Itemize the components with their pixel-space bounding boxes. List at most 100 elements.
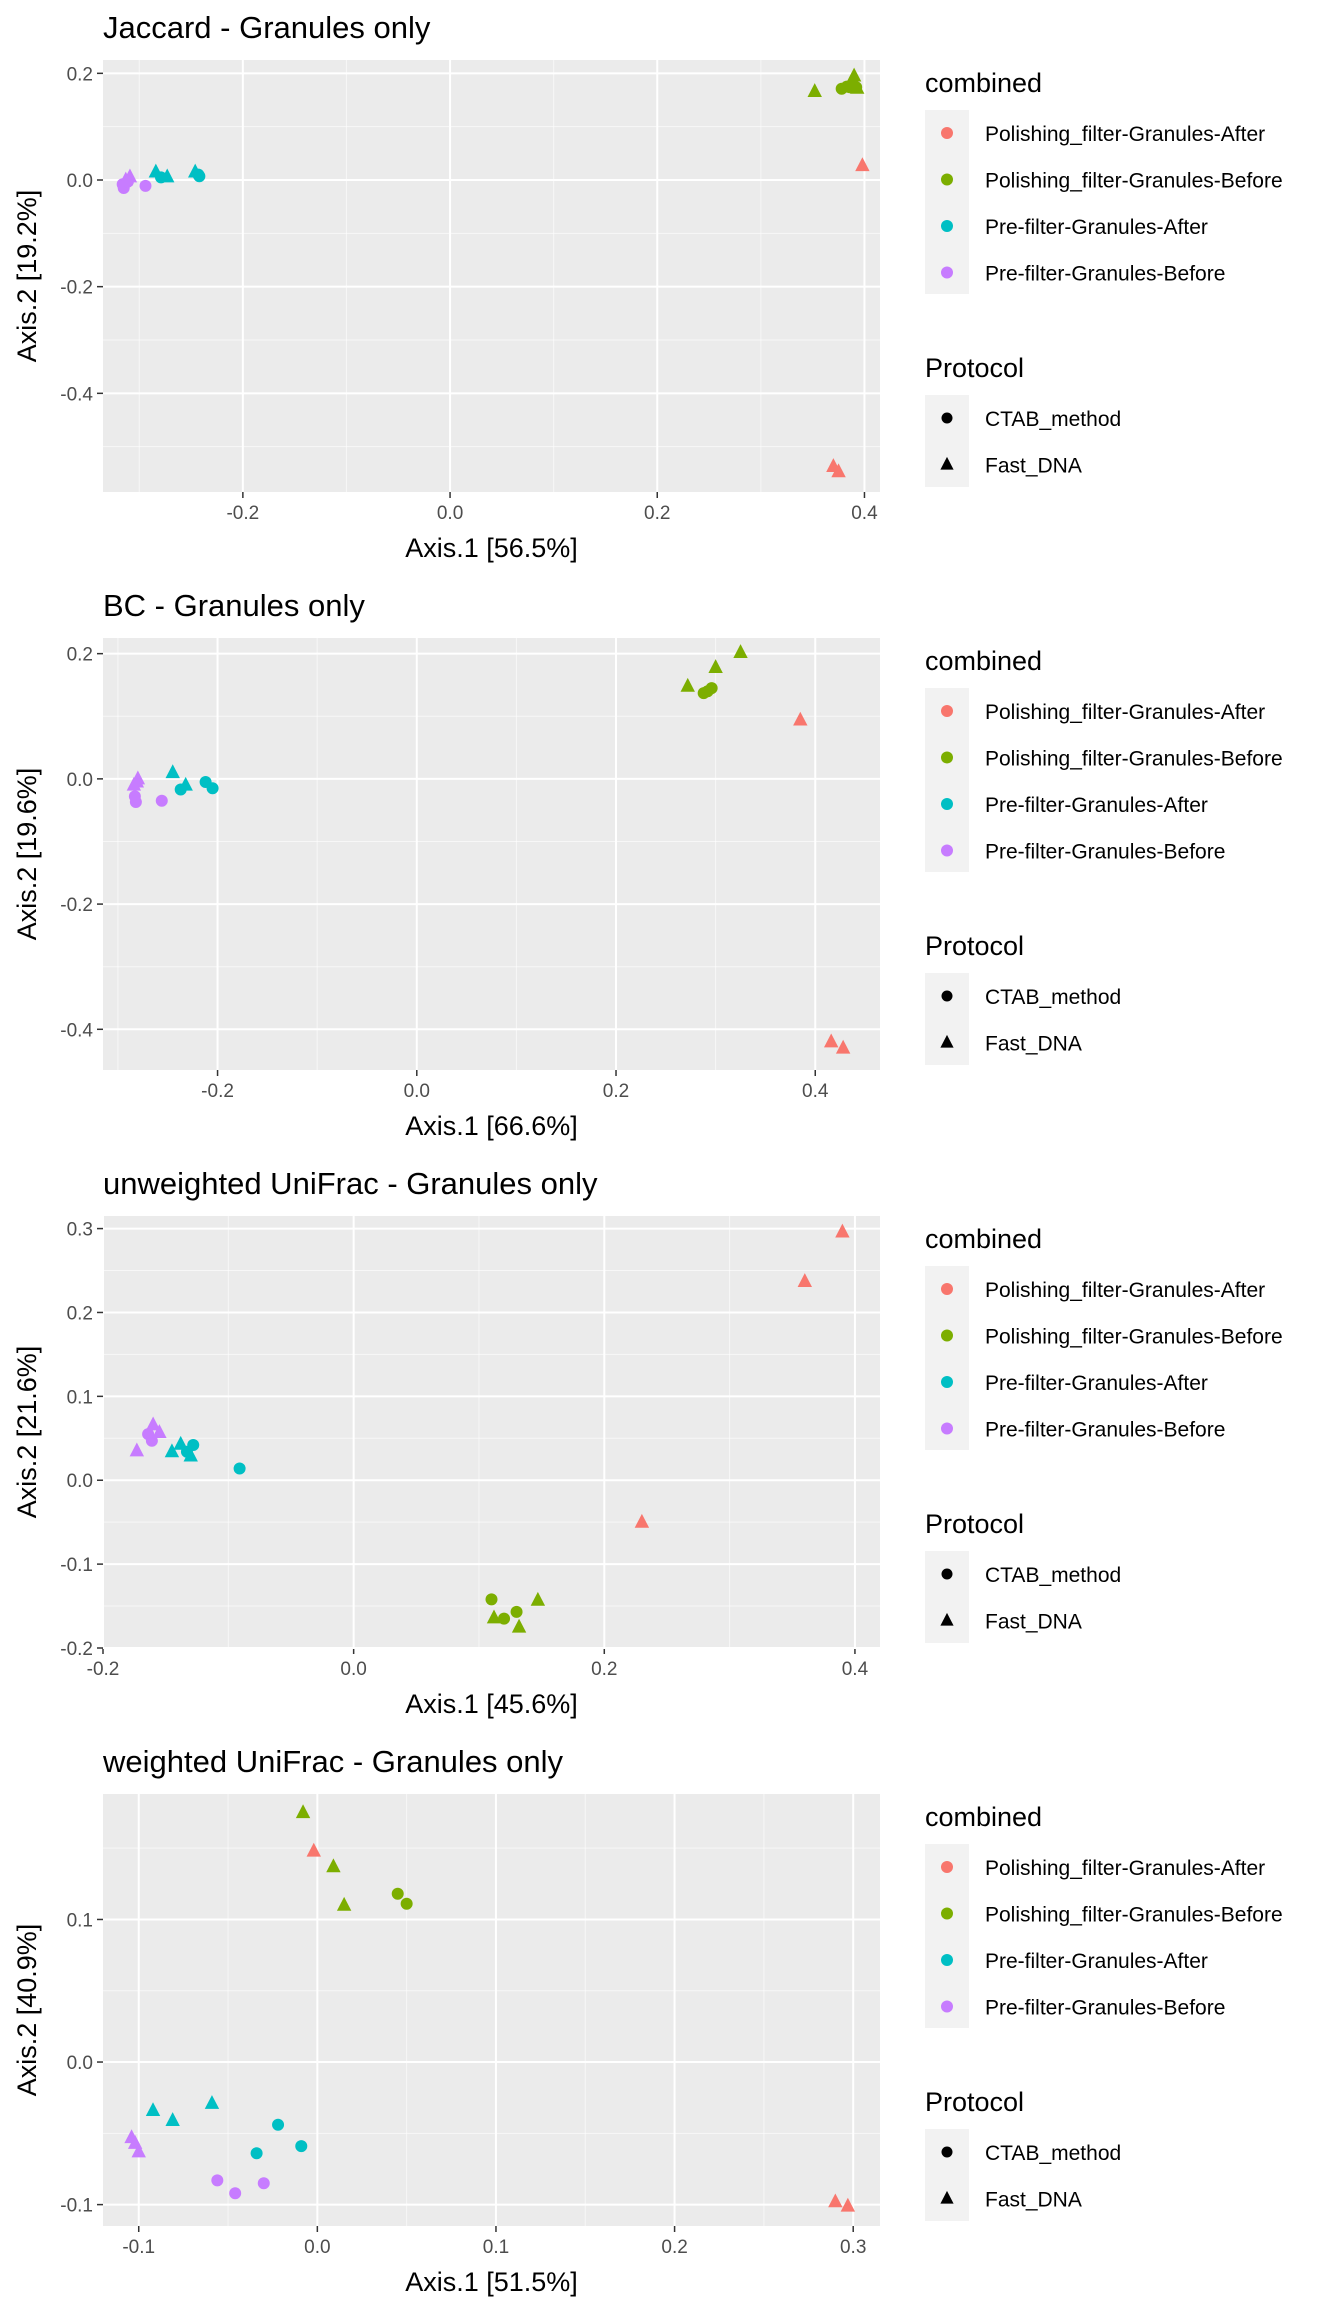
x-tick-label: 0.3 [840, 2237, 866, 2258]
legend-key-background [925, 1551, 969, 1643]
legend-label: CTAB_method [985, 2142, 1121, 2165]
y-tick-label: -0.1 [60, 2196, 93, 2217]
data-point-circle [193, 170, 206, 183]
data-point-triangle [130, 770, 146, 785]
y-axis-title: Axis.2 [19.6%] [12, 768, 42, 941]
data-point-triangle [835, 1223, 850, 1238]
y-tick-label: -0.4 [60, 1020, 93, 1041]
data-point-circle [705, 682, 718, 695]
x-tick-label: -0.1 [122, 2237, 155, 2258]
data-point-circle [257, 2177, 270, 2190]
y-tick-label: -0.1 [60, 1555, 93, 1576]
data-point-triangle [840, 2197, 856, 2212]
x-tick-label: 0.2 [661, 2237, 687, 2258]
data-point-circle [295, 2140, 308, 2153]
data-point-triangle [823, 1033, 839, 1048]
data-point-triangle [145, 2102, 161, 2117]
legend-key-color [941, 798, 953, 810]
legend-label: Pre-filter-Granules-After [985, 216, 1208, 239]
data-point-triangle [129, 1442, 145, 1457]
legend-label: Fast_DNA [985, 1033, 1082, 1056]
plot-3: unweighted UniFrac - Granules only -0.2 0.… [12, 1166, 1283, 1719]
legend-title-protocol: Protocol [925, 931, 1024, 961]
legend-key-shape [940, 1034, 954, 1048]
legend-label: Pre-filter-Granules-After [985, 1950, 1208, 1973]
data-point-circle [400, 1897, 413, 1910]
x-axis-title: Axis.1 [51.5%] [405, 2267, 578, 2297]
data-point-triangle [165, 2112, 180, 2127]
x-axis-title: Axis.1 [56.5%] [405, 533, 578, 563]
legend-key-color [941, 1907, 953, 1920]
data-point-triangle [850, 79, 865, 94]
x-tick-label: 0.1 [483, 2237, 509, 2258]
data-point-triangle [173, 1435, 188, 1450]
x-tick-label: 0.0 [404, 1081, 430, 1102]
legend-key-shape [941, 1568, 953, 1580]
legend-label: CTAB_method [985, 986, 1121, 1009]
x-tick-label: -0.2 [87, 1659, 120, 1680]
legend-label: Fast_DNA [985, 1611, 1082, 1634]
plot-panel [103, 1216, 880, 1648]
legend-key-color [941, 1329, 953, 1342]
x-tick-label: 0.2 [591, 1659, 617, 1680]
legend-label: Fast_DNA [985, 2189, 1082, 2212]
legend-key-shape [940, 2190, 954, 2204]
data-point-circle [233, 1462, 246, 1475]
legend-key-color [941, 173, 953, 186]
data-point-triangle [306, 1842, 321, 1857]
x-tick-label: 0.4 [802, 1081, 829, 1102]
plot-panel [103, 60, 880, 492]
data-point-triangle [831, 463, 846, 478]
legend-title-combined: combined [925, 1802, 1042, 1832]
x-tick-label: 0.0 [437, 503, 463, 524]
y-axis-title: Axis.2 [19.2%] [12, 190, 42, 363]
legend-key-color [941, 1861, 953, 1873]
plot-4: weighted UniFrac - Granules only -0.1 0.0 0… [12, 1744, 1283, 2297]
data-point-circle [229, 2187, 242, 2200]
x-tick-label: -0.2 [201, 1081, 234, 1102]
y-tick-label: 0.3 [67, 1220, 93, 1241]
legend-key-color [941, 1376, 953, 1388]
data-point-circle [272, 2118, 285, 2131]
data-point-triangle [145, 1416, 161, 1431]
data-point-circle [250, 2147, 263, 2160]
legend-title-protocol: Protocol [925, 1509, 1024, 1539]
y-tick-label: 0.1 [67, 1387, 93, 1408]
legend-key-shape [941, 412, 953, 424]
legend-label: Polishing_filter-Granules-Before [985, 170, 1283, 193]
y-axis-title: Axis.2 [40.9%] [12, 1924, 42, 2097]
data-point-circle [498, 1612, 511, 1625]
legend-label: Pre-filter-Granules-Before [985, 1419, 1225, 1442]
legend-key-background [925, 395, 969, 487]
legend-key-color [941, 2000, 953, 2013]
legend-key-shape [940, 1612, 954, 1626]
legend-key-color [941, 844, 953, 857]
legend-label: Polishing_filter-Granules-After [985, 1857, 1265, 1880]
legend-key-background [925, 110, 969, 294]
data-point-triangle [336, 1896, 352, 1911]
x-tick-label: 0.2 [644, 503, 670, 524]
legend-label: Pre-filter-Granules-Before [985, 263, 1225, 286]
data-point-triangle [530, 1591, 546, 1606]
plot-2: BC - Granules only -0.2 0.0 0.2 0.4 -0.4 -0.2 0… [12, 588, 1283, 1141]
data-point-triangle [733, 644, 748, 658]
legend-label: Polishing_filter-Granules-Before [985, 1904, 1283, 1927]
data-point-triangle [680, 677, 695, 692]
legend-key-background [925, 2129, 969, 2221]
legend-key-color [941, 1422, 953, 1435]
data-point-circle [206, 782, 219, 795]
data-point-circle [139, 179, 152, 192]
data-point-triangle [160, 168, 175, 183]
legend-key-color [941, 751, 953, 764]
y-axis-title: Axis.2 [21.6%] [12, 1346, 42, 1519]
x-tick-label: 0.0 [304, 2237, 330, 2258]
data-point-triangle [164, 1443, 180, 1458]
data-point-triangle [511, 1618, 527, 1633]
y-tick-label: -0.2 [60, 278, 93, 299]
plot-title: Jaccard - Granules only [103, 10, 431, 45]
data-point-triangle [183, 1447, 198, 1462]
legend-label: Pre-filter-Granules-Before [985, 841, 1225, 864]
data-point-triangle [204, 2095, 220, 2109]
legend-label: Pre-filter-Granules-After [985, 1372, 1208, 1395]
data-point-triangle [295, 1804, 311, 1819]
